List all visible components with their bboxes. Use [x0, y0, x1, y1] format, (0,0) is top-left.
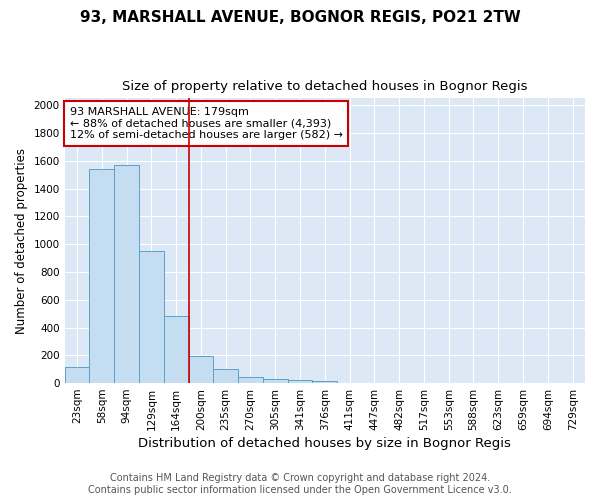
Bar: [263, 379, 287, 383]
Text: 93, MARSHALL AVENUE, BOGNOR REGIS, PO21 2TW: 93, MARSHALL AVENUE, BOGNOR REGIS, PO21 …: [80, 10, 520, 25]
Bar: [287, 380, 313, 383]
Text: 93 MARSHALL AVENUE: 179sqm
← 88% of detached houses are smaller (4,393)
12% of s: 93 MARSHALL AVENUE: 179sqm ← 88% of deta…: [70, 107, 343, 140]
X-axis label: Distribution of detached houses by size in Bognor Regis: Distribution of detached houses by size …: [139, 437, 511, 450]
Title: Size of property relative to detached houses in Bognor Regis: Size of property relative to detached ho…: [122, 80, 527, 93]
Bar: [313, 381, 337, 383]
Bar: [114, 165, 139, 383]
Bar: [139, 251, 164, 383]
Text: Contains HM Land Registry data © Crown copyright and database right 2024.
Contai: Contains HM Land Registry data © Crown c…: [88, 474, 512, 495]
Bar: [89, 169, 114, 383]
Bar: [214, 369, 238, 383]
Bar: [188, 356, 214, 383]
Bar: [238, 377, 263, 383]
Bar: [164, 316, 188, 383]
Bar: [65, 367, 89, 383]
Y-axis label: Number of detached properties: Number of detached properties: [15, 148, 28, 334]
